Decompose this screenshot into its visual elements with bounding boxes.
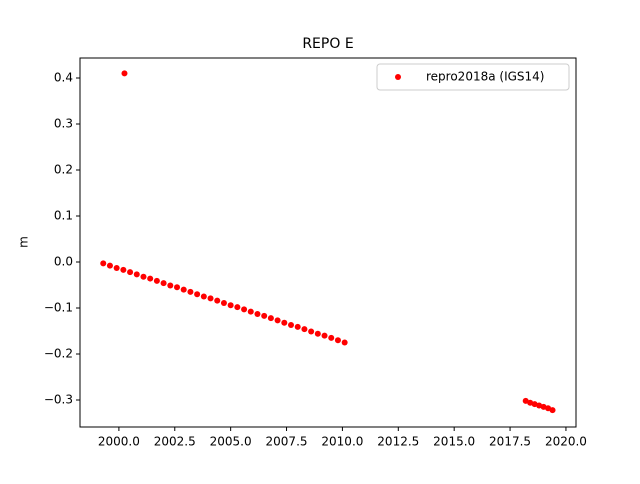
x-tick-label: 2000.0 [98, 435, 140, 449]
point [288, 322, 295, 329]
point [100, 260, 107, 267]
point [241, 306, 248, 313]
y-tick-label: 0.1 [54, 209, 73, 223]
point [267, 315, 274, 322]
point [220, 299, 227, 306]
point [301, 326, 308, 333]
point [153, 277, 160, 284]
chart-title: REPO E [302, 36, 353, 52]
point [254, 310, 261, 317]
point [160, 280, 167, 287]
y-tick-label: −0.3 [44, 392, 73, 406]
point [127, 269, 134, 276]
point [120, 266, 127, 273]
point [113, 264, 120, 271]
point [308, 328, 315, 335]
point [200, 293, 207, 300]
point [294, 323, 301, 330]
point [227, 302, 234, 309]
y-tick-label: 0.4 [54, 71, 73, 85]
y-tick-label: 0.3 [54, 117, 73, 131]
y-axis-label: m [17, 236, 31, 248]
point [133, 271, 140, 278]
point [341, 339, 348, 346]
point [121, 70, 128, 77]
point [180, 286, 187, 293]
point [247, 308, 254, 315]
point [334, 337, 341, 344]
point [140, 273, 147, 280]
point [321, 332, 328, 339]
point [207, 295, 214, 302]
point [328, 334, 335, 341]
y-tick-label: −0.2 [44, 347, 73, 361]
point [281, 319, 288, 326]
x-tick-label: 2002.5 [154, 435, 196, 449]
point [167, 282, 174, 289]
y-tick-label: 0.2 [54, 163, 73, 177]
legend-label: repro2018a (IGS14) [426, 70, 544, 84]
y-tick-label: −0.1 [44, 301, 73, 315]
legend-marker [395, 74, 401, 80]
point [147, 275, 154, 282]
point [194, 291, 201, 298]
point [314, 330, 321, 337]
point [174, 284, 181, 291]
y-tick-label: 0.0 [54, 255, 73, 269]
x-tick-label: 2005.0 [210, 435, 252, 449]
point [234, 304, 241, 311]
legend-box [376, 63, 570, 91]
point [106, 262, 113, 269]
x-tick-label: 2010.0 [321, 435, 363, 449]
x-tick-label: 2017.5 [489, 435, 531, 449]
point [274, 317, 281, 324]
x-tick-label: 2015.0 [433, 435, 475, 449]
point [214, 297, 221, 304]
point [549, 407, 556, 414]
point [261, 312, 268, 319]
x-tick-label: 2012.5 [377, 435, 419, 449]
x-tick-label: 2007.5 [266, 435, 308, 449]
point [187, 288, 194, 295]
x-tick-label: 2020.0 [545, 435, 587, 449]
plot-frame [79, 57, 577, 428]
